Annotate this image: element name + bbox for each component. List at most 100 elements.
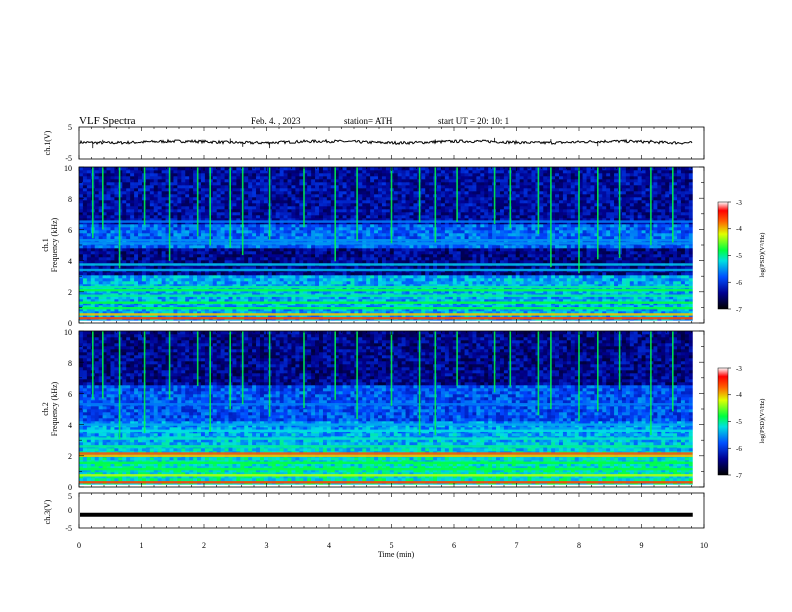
- spectrogram-cell: [307, 230, 312, 234]
- spectrogram-cell: [618, 299, 623, 303]
- spectrogram-cell: [318, 287, 324, 291]
- spectrogram-cell: [173, 275, 178, 279]
- spectrogram-cell: [649, 299, 654, 303]
- spectrogram-cell: [338, 233, 343, 237]
- spectrogram-cell: [134, 311, 139, 315]
- spectrogram-cell: [476, 233, 481, 237]
- spectrogram-cell: [236, 299, 241, 303]
- spectrogram-cell: [315, 236, 320, 240]
- ch1-ylabel: ch.1(V): [43, 130, 52, 155]
- spectrogram-cell: [574, 308, 580, 312]
- spectrogram-cell: [153, 260, 159, 264]
- spectrogram-cell: [586, 296, 591, 300]
- spectrogram-cell: [452, 287, 458, 291]
- spectrogram-cell: [275, 257, 281, 261]
- spectrogram-cell: [350, 296, 355, 300]
- spectrogram-cell: [110, 275, 115, 279]
- spectrogram-cell: [610, 284, 615, 288]
- spectrogram-cell: [334, 299, 340, 303]
- spectrogram-cell: [488, 314, 493, 318]
- spectrogram-cell: [433, 254, 438, 258]
- spectrogram-cell: [464, 233, 469, 237]
- spectrogram-cell: [224, 296, 229, 300]
- spectrogram-cell: [307, 290, 312, 294]
- spectrogram-cell: [295, 245, 300, 249]
- spectrogram-cell: [267, 257, 273, 261]
- spectrogram-cell: [625, 254, 631, 258]
- spectrogram-cell: [326, 245, 332, 249]
- spectrogram-cell: [157, 299, 163, 303]
- spectrogram-cell: [594, 284, 599, 288]
- spectrogram-cell: [177, 248, 182, 252]
- spectrogram-cell: [354, 275, 359, 279]
- spectrogram-cell: [342, 272, 347, 276]
- spectrogram-cell: [480, 287, 485, 291]
- spectrogram-cell: [555, 287, 560, 291]
- spectrogram-cell: [677, 272, 682, 276]
- spectrogram-cell: [102, 230, 107, 234]
- spectrogram-cell: [228, 275, 233, 279]
- spectrogram-cell: [362, 308, 367, 312]
- spectrogram-cell: [440, 314, 446, 318]
- spectrogram-cell: [149, 311, 155, 315]
- spectrogram-cell: [590, 233, 595, 237]
- spectrogram-cell: [283, 290, 288, 294]
- spectrogram-cell: [134, 227, 139, 231]
- spectrogram-cell: [197, 296, 202, 300]
- spectrogram-cell: [299, 287, 304, 291]
- spectrogram-cell: [248, 305, 253, 309]
- spectrogram-cell: [633, 281, 639, 285]
- spectrogram-cell: [126, 308, 131, 312]
- spectrogram-cell: [558, 308, 564, 312]
- spectrogram-cell: [496, 311, 501, 315]
- spectrogram-cell: [539, 254, 544, 258]
- spectrogram-cell: [110, 284, 115, 288]
- spectrogram-cell: [437, 230, 442, 234]
- spectrogram-cell: [185, 305, 190, 309]
- spectrogram-cell: [94, 287, 100, 291]
- spectrogram-cell: [90, 311, 96, 315]
- spectrogram-cell: [366, 233, 371, 237]
- spectrogram-cell: [224, 266, 229, 270]
- spectrogram-cell: [98, 257, 103, 261]
- spectrogram-cell: [94, 308, 100, 312]
- spectrogram-cell: [433, 245, 438, 249]
- spectrogram-cell: [259, 296, 265, 300]
- spectrogram-cell: [275, 272, 281, 276]
- spectrogram-cell: [535, 254, 540, 258]
- spectrogram-cell: [94, 257, 100, 261]
- spectrogram-cell: [240, 275, 245, 279]
- spectrogram-cell: [610, 248, 615, 252]
- spectrogram-cell: [393, 260, 399, 264]
- spectrogram-cell: [291, 296, 296, 300]
- spectrogram-cell: [130, 266, 135, 270]
- spectrogram-cell: [582, 314, 587, 318]
- spectrogram-cell: [586, 254, 591, 258]
- spectrogram-cell: [586, 281, 591, 285]
- spectrogram-cell: [503, 257, 509, 261]
- spectrogram-cell: [503, 314, 509, 318]
- spectrogram-cell: [673, 230, 678, 234]
- spectrogram-cell: [181, 314, 186, 318]
- spectrogram-cell: [433, 311, 438, 315]
- spectrogram-cell: [606, 266, 611, 270]
- spectrogram-cell: [350, 248, 355, 252]
- spectrogram-cell: [189, 227, 194, 231]
- spectrogram-cell: [543, 284, 548, 288]
- spectrogram-cell: [374, 260, 379, 264]
- spectrogram-cell: [385, 245, 391, 249]
- spectrogram-cell: [433, 248, 438, 252]
- spectrogram-cell: [397, 314, 403, 318]
- spectrogram-cell: [177, 251, 182, 255]
- spectrogram-cell: [102, 296, 107, 300]
- spectrogram-cell: [614, 275, 619, 279]
- spectrogram-cell: [141, 254, 147, 258]
- spectrogram-cell: [393, 257, 399, 261]
- spectrogram-cell: [440, 233, 446, 237]
- spectrogram-cell: [645, 248, 650, 252]
- spectrogram-cell: [551, 254, 556, 258]
- spectrogram-cell: [236, 305, 241, 309]
- spectrogram-cell: [665, 233, 670, 237]
- spectrogram-cell: [677, 254, 682, 258]
- spectrogram-cell: [279, 299, 284, 303]
